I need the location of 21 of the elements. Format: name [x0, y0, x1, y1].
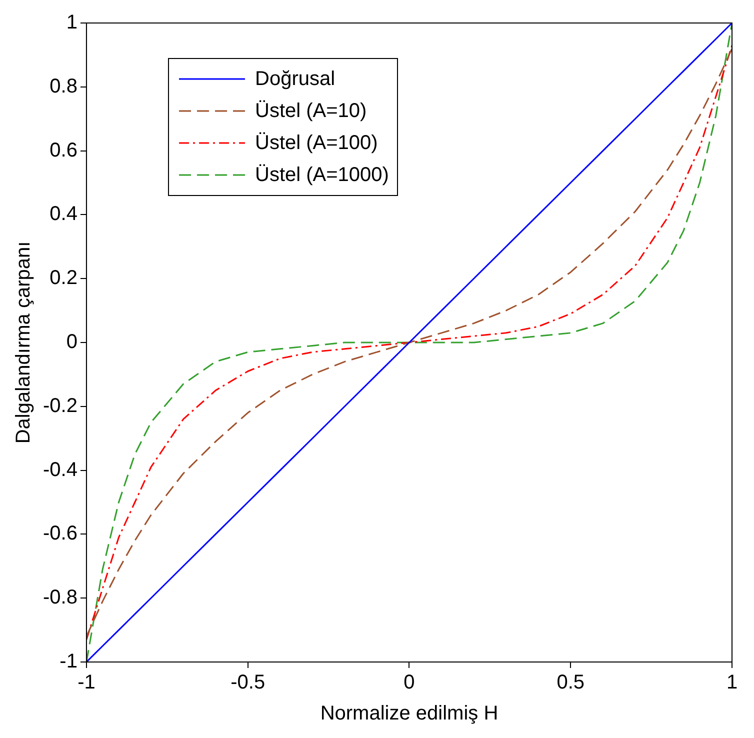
y-tick-label: -0.4	[42, 458, 78, 481]
legend-label: Üstel (A=100)	[255, 132, 378, 154]
y-tick-label: 0	[66, 331, 78, 354]
y-tick-label: 0.6	[50, 139, 78, 162]
legend-label: Üstel (A=1000)	[255, 164, 389, 186]
y-tick-label: -0.2	[42, 394, 78, 417]
x-tick-label: -0.5	[230, 672, 266, 694]
y-tick-label: 0.8	[50, 75, 78, 98]
legend-label: Üstel (A=10)	[255, 100, 367, 122]
y-tick-label: -0.8	[42, 586, 78, 609]
x-tick-label: 0.5	[556, 672, 585, 694]
legend-label: Doğrusal	[255, 68, 336, 90]
y-tick-label: 0.2	[50, 267, 78, 290]
y-axis-title: Dalgalandırma çarpanı	[12, 241, 35, 444]
y-tick-label: 1	[66, 12, 78, 34]
x-tick-label: 0	[404, 672, 415, 694]
y-tick-label: -1	[60, 650, 78, 673]
y-tick-label: -0.6	[42, 522, 78, 545]
x-axis-title: Normalize edilmiş H	[320, 702, 498, 725]
x-tick-label: 1	[726, 672, 738, 694]
y-tick-label: 0.4	[50, 203, 78, 226]
